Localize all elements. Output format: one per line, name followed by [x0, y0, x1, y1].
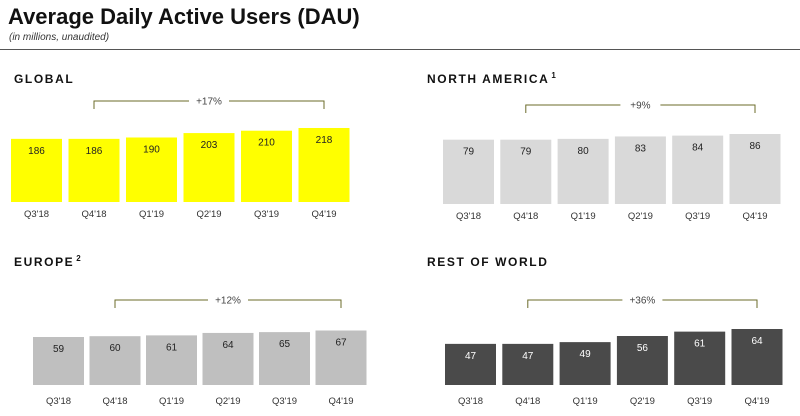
europe-growth-label: +12%: [215, 296, 241, 307]
global-tick-4: Q3'19: [254, 209, 279, 220]
global-growth-label: +17%: [196, 97, 222, 108]
global-bar-2: [126, 137, 177, 202]
europe-title-text: EUROPE: [14, 255, 74, 269]
north_america-bar-0: [443, 139, 494, 204]
europe-value-label-2: 61: [166, 342, 178, 353]
europe-value-label-3: 64: [222, 340, 234, 351]
global-value-label-1: 186: [86, 146, 103, 157]
rest_of_world-value-label-1: 47: [522, 351, 534, 362]
north_america-title: NORTH AMERICA 1: [427, 71, 557, 86]
rest_of_world-value-label-3: 56: [637, 343, 649, 354]
north_america-bar-5: [729, 133, 781, 204]
europe-panel: EUROPE 2 59 Q3'18 60 Q4'18 61 Q1'19 64 Q2'19 65 Q3'…: [14, 254, 367, 407]
rest_of_world-bar-0: [445, 343, 496, 385]
north_america-tick-5: Q4'19: [742, 211, 767, 222]
europe-tick-5: Q4'19: [328, 396, 353, 407]
europe-growth-label-bg: [208, 294, 248, 306]
europe-title: EUROPE 2: [14, 254, 82, 269]
north_america-value-label-2: 80: [578, 146, 590, 157]
rest_of_world-tick-2: Q1'19: [573, 396, 598, 407]
global-bar-0: [11, 138, 62, 202]
north_america-tick-3: Q2'19: [628, 211, 653, 222]
rest_of_world-bar-2: [559, 342, 611, 385]
rest_of_world-bar-4: [674, 331, 726, 385]
europe-value-label-0: 59: [53, 344, 65, 355]
europe-bar-4: [259, 332, 310, 385]
europe-value-label-5: 67: [335, 337, 347, 348]
global-title-text: GLOBAL: [14, 72, 74, 86]
global-value-label-5: 218: [316, 135, 333, 146]
rest_of_world-tick-5: Q4'19: [744, 396, 769, 407]
global-bar-1: [68, 138, 120, 202]
rest_of_world-value-label-4: 61: [694, 339, 706, 350]
north_america-value-label-3: 83: [635, 143, 647, 154]
rest_of_world-growth-label: +36%: [629, 296, 655, 307]
rest_of_world-bar-5: [731, 329, 783, 385]
north_america-bar-1: [500, 139, 552, 204]
north_america-growth-label-bg: [620, 99, 661, 111]
global-tick-3: Q2'19: [196, 209, 221, 220]
global-title: GLOBAL: [14, 72, 74, 86]
rest_of_world-value-label-2: 49: [580, 349, 592, 360]
global-value-label-3: 203: [201, 140, 218, 151]
global-bar-5: [298, 127, 350, 202]
north_america-value-label-1: 79: [520, 147, 532, 158]
north_america-value-label-0: 79: [463, 147, 475, 158]
global-tick-1: Q4'18: [81, 209, 106, 220]
north_america-value-label-4: 84: [692, 143, 704, 154]
europe-bar-1: [89, 336, 141, 385]
page-title: Average Daily Active Users (DAU): [8, 4, 360, 29]
title-divider: [0, 49, 800, 50]
europe-tick-4: Q3'19: [272, 396, 297, 407]
north_america-title-footnote: 1: [551, 71, 557, 80]
north_america-value-label-5: 86: [749, 141, 761, 152]
rest_of_world-panel: REST OF WORLD 47 Q3'18 47 Q4'18 49 Q1'19 56 Q2'1…: [427, 255, 783, 407]
rest_of_world-title: REST OF WORLD: [427, 255, 548, 269]
europe-tick-3: Q2'19: [215, 396, 240, 407]
north_america-tick-0: Q3'18: [456, 211, 481, 222]
north_america-tick-2: Q1'19: [571, 211, 596, 222]
europe-tick-2: Q1'19: [159, 396, 184, 407]
north_america-tick-1: Q4'18: [513, 211, 538, 222]
global-tick-2: Q1'19: [139, 209, 164, 220]
rest_of_world-tick-0: Q3'18: [458, 396, 483, 407]
global-value-label-4: 210: [258, 138, 275, 149]
europe-bar-0: [33, 337, 84, 385]
europe-title-footnote: 2: [76, 254, 82, 263]
global-growth-label-bg: [189, 95, 229, 107]
rest_of_world-tick-4: Q3'19: [687, 396, 712, 407]
europe-value-label-4: 65: [279, 339, 291, 350]
global-bar-4: [241, 130, 292, 202]
north_america-growth-label: +9%: [630, 101, 650, 112]
rest_of_world-growth-label-bg: [622, 294, 663, 306]
north_america-title-text: NORTH AMERICA: [427, 72, 549, 86]
europe-bar-2: [146, 335, 197, 385]
global-bar-3: [183, 133, 235, 202]
europe-tick-1: Q4'18: [102, 396, 127, 407]
global-panel: GLOBAL 186 Q3'18 186 Q4'18 190 Q1'19 203 Q2'19 21…: [11, 72, 350, 220]
north_america-panel: NORTH AMERICA 1 79 Q3'18 79 Q4'18 80 Q1'19 83 Q2'…: [427, 71, 781, 222]
rest_of_world-tick-1: Q4'18: [515, 396, 540, 407]
north_america-bar-2: [557, 138, 609, 204]
global-tick-5: Q4'19: [311, 209, 336, 220]
rest_of_world-bar-3: [616, 336, 668, 385]
north_america-bar-4: [672, 135, 724, 204]
europe-value-label-1: 60: [109, 343, 121, 354]
page-subtitle: (in millions, unaudited): [9, 32, 110, 43]
north_america-tick-4: Q3'19: [685, 211, 710, 222]
europe-bar-3: [202, 332, 254, 385]
north_america-bar-3: [614, 136, 666, 204]
rest_of_world-value-label-5: 64: [751, 336, 763, 347]
global-tick-0: Q3'18: [24, 209, 49, 220]
global-value-label-0: 186: [28, 146, 45, 157]
global-value-label-2: 190: [143, 144, 160, 155]
rest_of_world-tick-3: Q2'19: [630, 396, 655, 407]
rest_of_world-bar-1: [502, 343, 554, 385]
europe-bar-5: [315, 330, 367, 385]
rest_of_world-value-label-0: 47: [465, 351, 477, 362]
rest_of_world-title-text: REST OF WORLD: [427, 255, 548, 269]
europe-tick-0: Q3'18: [46, 396, 71, 407]
